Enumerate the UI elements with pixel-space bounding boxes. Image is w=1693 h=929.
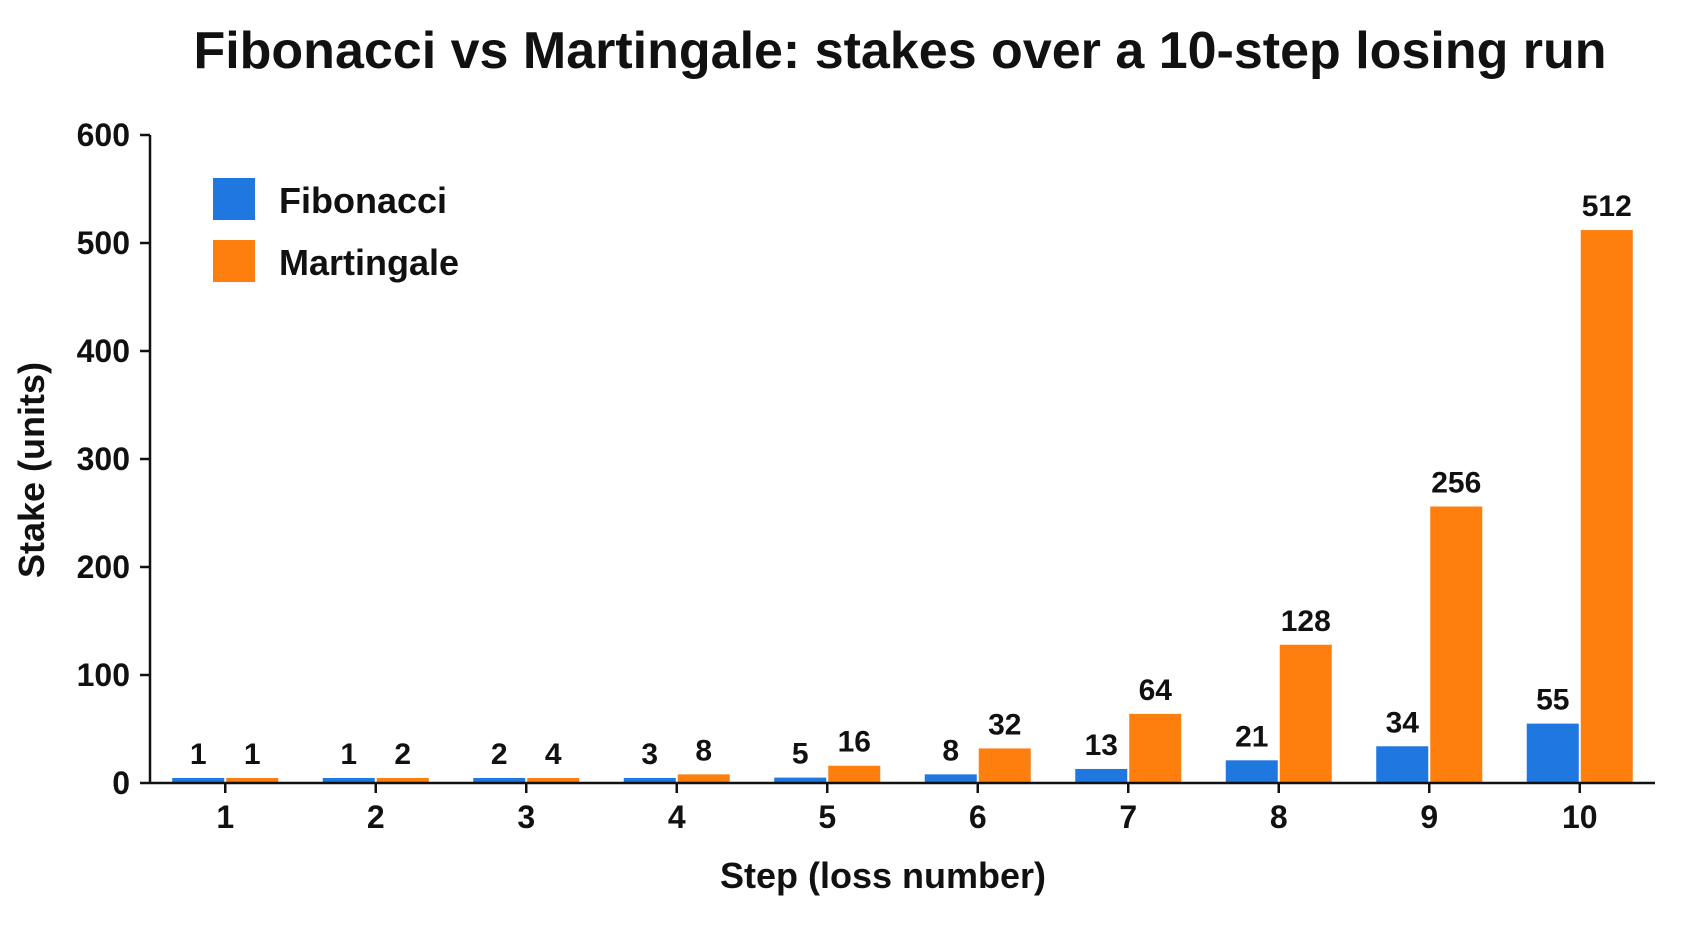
x-tick-label: 8 [1270, 799, 1288, 835]
x-axis-label: Step (loss number) [720, 855, 1046, 896]
data-label-fibonacci-step-2: 1 [340, 738, 357, 771]
y-axis-ticks: 0 100 200 300 400 500 600 [77, 117, 150, 801]
y-axis-label: Stake (units) [11, 362, 52, 578]
data-label-martingale-step-8: 128 [1281, 605, 1331, 638]
data-label-martingale-step-4: 8 [695, 734, 712, 767]
x-tick-label: 4 [668, 799, 686, 835]
chart-title: Fibonacci vs Martingale: stakes over a 1… [193, 22, 1606, 80]
y-tick-label: 600 [77, 117, 130, 153]
y-tick-label: 300 [77, 441, 130, 477]
bar-martingale-step-7 [1129, 713, 1182, 783]
legend: Fibonacci Martingale [213, 178, 459, 283]
legend-swatch-martingale [213, 240, 255, 282]
y-tick-label: 200 [77, 549, 130, 585]
data-label-fibonacci-step-10: 55 [1536, 684, 1569, 717]
data-label-martingale-step-5: 16 [838, 726, 871, 759]
bar-fibonacci-step-6 [924, 774, 977, 783]
bar-fibonacci-step-4 [623, 778, 676, 783]
axes [148, 135, 1655, 785]
y-tick-label: 500 [77, 225, 130, 261]
bar-martingale-step-5 [828, 765, 881, 783]
bar-martingale-step-6 [978, 748, 1031, 783]
data-label-martingale-step-3: 4 [545, 738, 562, 771]
y-tick-label: 400 [77, 333, 130, 369]
bar-martingale-step-10 [1580, 230, 1633, 784]
bar-martingale-step-8 [1279, 644, 1332, 783]
data-label-fibonacci-step-8: 21 [1235, 720, 1268, 753]
x-tick-label: 9 [1420, 799, 1438, 835]
data-label-martingale-step-2: 2 [394, 738, 411, 771]
data-label-martingale-step-1: 1 [244, 738, 261, 771]
data-label-martingale-step-6: 32 [988, 708, 1021, 741]
bar-fibonacci-step-9 [1376, 746, 1429, 783]
data-label-fibonacci-step-6: 8 [942, 734, 959, 767]
bar-fibonacci-step-7 [1075, 768, 1128, 783]
bar-fibonacci-step-10 [1526, 723, 1579, 783]
data-label-fibonacci-step-1: 1 [190, 738, 207, 771]
bar-martingale-step-4 [677, 774, 730, 783]
bar-fibonacci-step-2 [322, 778, 375, 783]
x-tick-label: 3 [517, 799, 535, 835]
x-tick-label: 1 [216, 799, 234, 835]
y-tick-label: 100 [77, 657, 130, 693]
bar-fibonacci-step-1 [172, 778, 225, 783]
x-tick-label: 5 [818, 799, 836, 835]
y-tick-label: 0 [112, 765, 130, 801]
bar-series-group [172, 230, 1633, 784]
data-label-martingale-step-9: 256 [1431, 467, 1481, 500]
data-label-martingale-step-7: 64 [1139, 674, 1173, 707]
bar-martingale-step-1 [226, 778, 279, 783]
data-label-group: 1 1 1 2 2 4 3 8 5 16 8 32 13 64 21 128 34 256 55 512 [190, 190, 1632, 771]
x-tick-label: 7 [1119, 799, 1137, 835]
data-label-fibonacci-step-3: 2 [491, 738, 508, 771]
bar-fibonacci-step-5 [774, 777, 827, 783]
bar-fibonacci-step-3 [473, 778, 526, 783]
legend-label-fibonacci: Fibonacci [279, 180, 447, 221]
data-label-fibonacci-step-4: 3 [641, 738, 658, 771]
legend-label-martingale: Martingale [279, 242, 459, 283]
x-axis-ticks: 1 2 3 4 5 6 7 8 9 10 [216, 783, 1598, 835]
bar-martingale-step-3 [527, 778, 580, 783]
legend-swatch-fibonacci [213, 178, 255, 220]
x-tick-label: 10 [1562, 799, 1598, 835]
x-tick-label: 6 [969, 799, 987, 835]
data-label-fibonacci-step-7: 13 [1085, 729, 1118, 762]
data-label-fibonacci-step-9: 34 [1386, 706, 1420, 739]
data-label-fibonacci-step-5: 5 [792, 738, 809, 771]
x-tick-label: 2 [367, 799, 385, 835]
bar-martingale-step-2 [376, 778, 429, 783]
bar-martingale-step-9 [1430, 506, 1483, 783]
bar-fibonacci-step-8 [1225, 760, 1278, 783]
data-label-martingale-step-10: 512 [1582, 190, 1632, 223]
